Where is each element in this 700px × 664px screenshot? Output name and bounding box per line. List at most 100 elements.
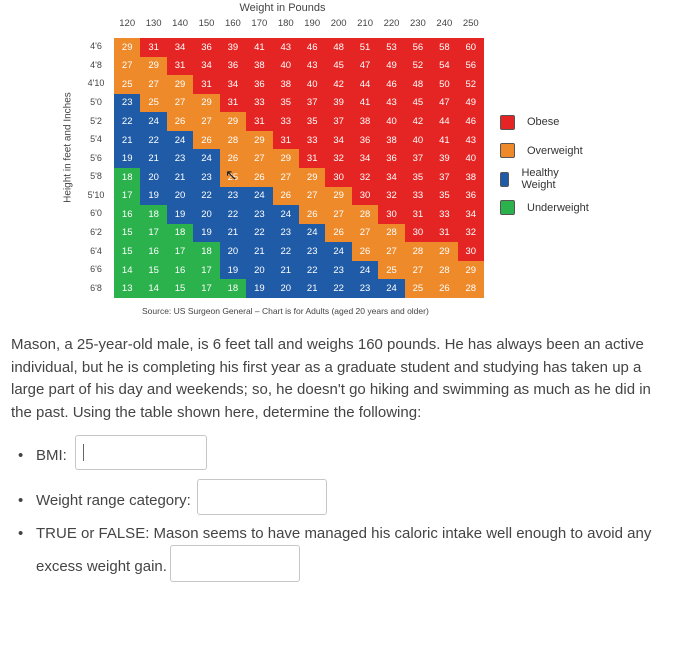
bmi-table: 29 31 34 36 39 41 43 46 48 51 53 56 58 60 27 29 31 34 36 38… <box>114 38 484 298</box>
bmi-cell: 35 <box>299 112 326 131</box>
bmi-cell: 36 <box>219 56 247 76</box>
bmi-cell: 27 <box>272 167 299 187</box>
bmi-cell: 19 <box>166 205 194 224</box>
bmi-cell: 33 <box>246 93 273 113</box>
bmi-cell: 17 <box>114 186 141 206</box>
bmi-cell: 34 <box>351 149 379 168</box>
bmi-cell: 22 <box>272 242 299 261</box>
bmi-cell: 21 <box>140 149 167 168</box>
weight-tick: 230 <box>409 18 426 29</box>
bmi-cell: 29 <box>140 56 167 76</box>
bmi-cell: 37 <box>299 93 326 113</box>
bmi-cell: 16 <box>166 260 194 280</box>
bmi-cell: 40 <box>378 112 405 131</box>
bmi-cell: 41 <box>351 93 379 113</box>
height-tick: 6'4 <box>90 245 102 256</box>
bmi-cell: 28 <box>431 260 458 280</box>
bmi-cell: 38 <box>378 130 405 150</box>
bmi-cell: 31 <box>299 149 326 168</box>
chart-title: Weight in Pounds <box>239 2 326 14</box>
legend-label: Obese <box>527 116 560 128</box>
bmi-cell: 15 <box>166 279 194 298</box>
bmi-cell: 17 <box>193 260 220 280</box>
bmi-cell: 32 <box>351 167 379 187</box>
bmi-cell: 43 <box>378 93 405 113</box>
bmi-cell: 32 <box>457 223 484 243</box>
bmi-cell: 22 <box>140 130 167 150</box>
weight-tick: 170 <box>251 18 268 29</box>
bmi-cell: 24 <box>351 260 379 280</box>
bmi-cell: 27 <box>378 242 405 261</box>
bmi-cell: 35 <box>272 93 299 113</box>
bmi-cell: 34 <box>166 38 194 57</box>
bmi-cell: 26 <box>246 167 273 187</box>
bmi-cell: 29 <box>431 242 458 261</box>
bmi-cell: 38 <box>246 56 273 76</box>
bmi-cell: 52 <box>457 75 484 94</box>
height-tick: 4'6 <box>90 41 102 52</box>
bmi-cell: 46 <box>457 112 484 131</box>
bmi-cell: 26 <box>272 186 299 206</box>
height-tick: 5'4 <box>90 134 102 145</box>
bmi-cell: 18 <box>193 242 220 261</box>
bmi-cell: 46 <box>299 38 326 57</box>
weight-tick: 180 <box>277 18 294 29</box>
bmi-cell: 37 <box>404 149 432 168</box>
bmi-cell: 35 <box>404 167 432 187</box>
bullet-icon: • <box>18 447 24 464</box>
height-tick: 4'10 <box>87 78 105 89</box>
bmi-cell: 23 <box>299 242 326 261</box>
bmi-cell: 24 <box>299 223 326 243</box>
bmi-cell: 25 <box>378 260 405 280</box>
bmi-cell: 22 <box>299 260 326 280</box>
weight-tick: 240 <box>436 18 453 29</box>
bmi-cell: 28 <box>219 130 247 150</box>
bmi-cell: 26 <box>299 205 326 224</box>
bmi-cell: 34 <box>193 56 220 76</box>
bmi-cell: 33 <box>272 112 299 131</box>
bmi-cell: 26 <box>219 149 247 168</box>
bmi-cell: 30 <box>378 205 405 224</box>
bmi-cell: 34 <box>457 205 484 224</box>
bmi-cell: 22 <box>193 186 220 206</box>
bmi-cell: 22 <box>114 112 141 131</box>
bmi-cell: 29 <box>193 93 220 113</box>
legend-swatch <box>500 143 515 158</box>
bmi-cell: 23 <box>351 279 379 298</box>
height-tick: 5'2 <box>90 115 102 126</box>
legend-label: Underweight <box>527 201 589 214</box>
bmi-cell: 28 <box>457 279 484 298</box>
bmi-cell: 20 <box>219 242 247 261</box>
bmi-cell: 36 <box>246 75 273 94</box>
bmi-input[interactable] <box>75 435 207 470</box>
bmi-cell: 32 <box>325 149 352 168</box>
weight-tick: 160 <box>224 18 241 29</box>
bmi-label: BMI: <box>36 447 67 464</box>
weight-range-input[interactable] <box>197 479 327 515</box>
bmi-cell: 29 <box>166 75 194 94</box>
weight-tick: 120 <box>119 18 136 29</box>
bmi-cell: 53 <box>378 38 405 57</box>
weight-tick: 250 <box>462 18 479 29</box>
bmi-cell: 19 <box>219 260 247 280</box>
bmi-cell: 56 <box>404 38 432 57</box>
weight-tick: 220 <box>383 18 400 29</box>
bmi-cell: 18 <box>166 223 194 243</box>
bmi-cell: 56 <box>457 56 484 76</box>
bmi-cell: 14 <box>114 260 141 280</box>
bmi-cell: 24 <box>272 205 299 224</box>
bmi-cell: 45 <box>404 93 432 113</box>
bmi-cell: 24 <box>166 130 194 150</box>
true-false-line-2: excess weight gain. <box>36 558 167 575</box>
bmi-cell: 21 <box>219 223 247 243</box>
bmi-cell: 40 <box>457 149 484 168</box>
bmi-cell: 15 <box>140 260 167 280</box>
bmi-cell: 32 <box>378 186 405 206</box>
true-false-input[interactable] <box>170 545 300 582</box>
bmi-cell: 17 <box>140 223 167 243</box>
weight-range-label: Weight range category: <box>36 492 191 509</box>
bmi-cell: 49 <box>457 93 484 113</box>
bmi-cell: 37 <box>325 112 352 131</box>
bmi-cell: 31 <box>219 93 247 113</box>
bmi-cell: 48 <box>325 38 352 57</box>
